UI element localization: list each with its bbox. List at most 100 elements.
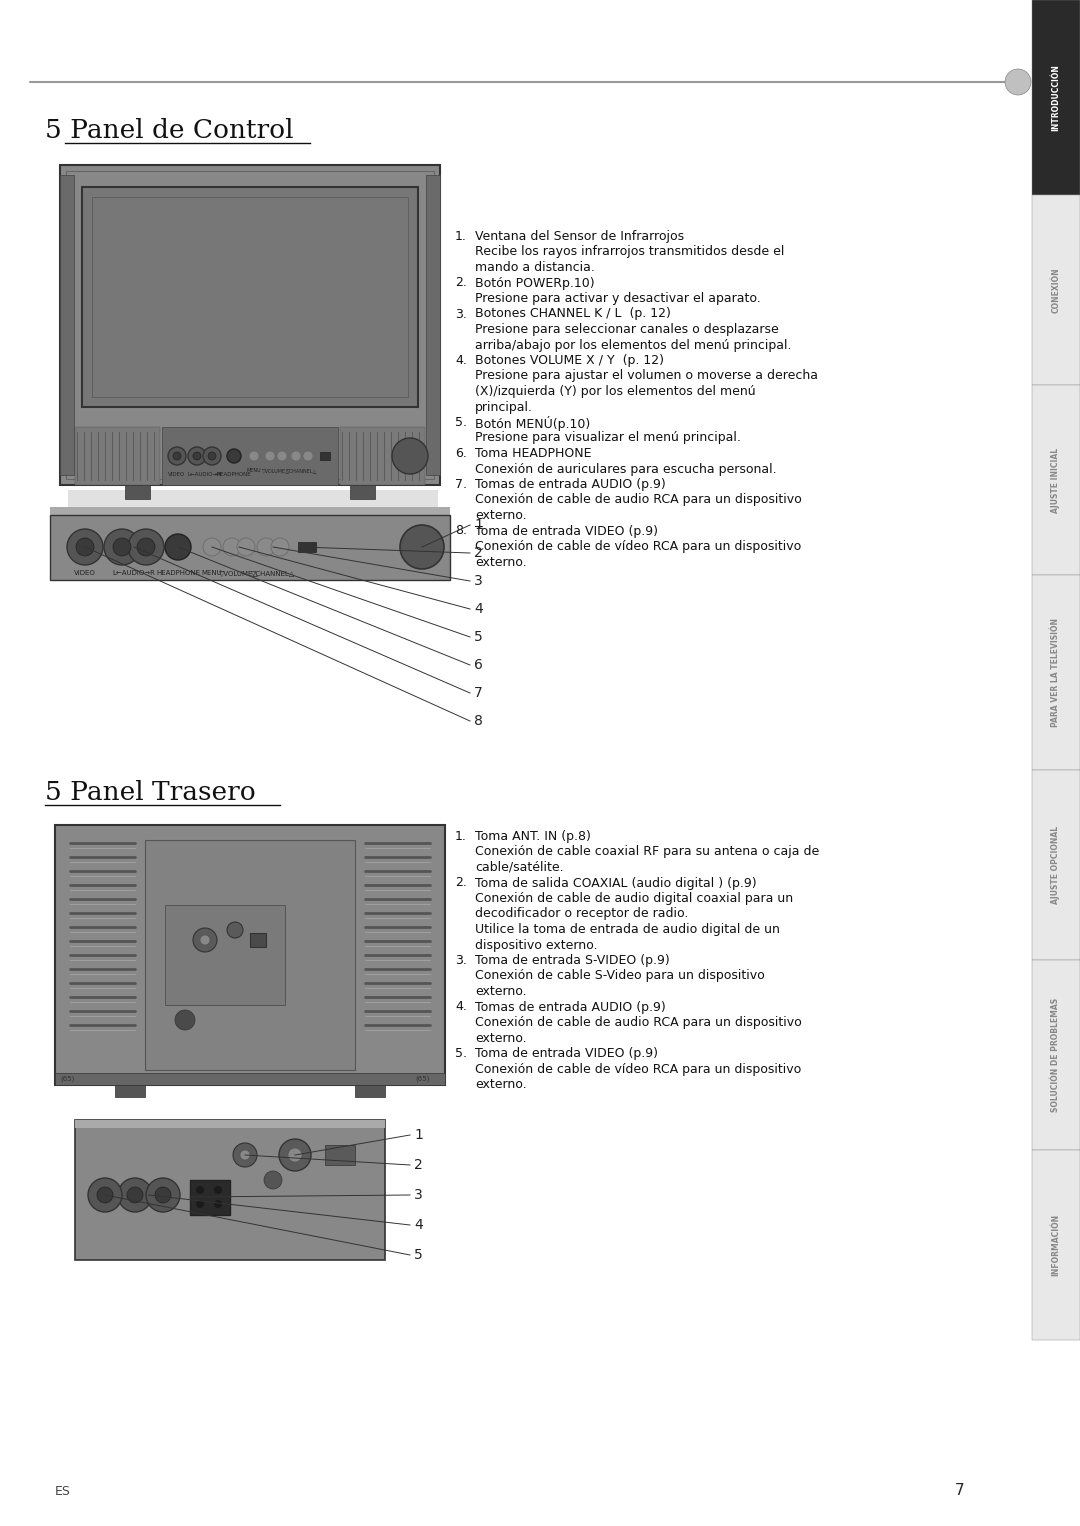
Circle shape bbox=[392, 438, 428, 475]
Bar bbox=[320, 452, 330, 459]
Text: Botones VOLUME X / Y  (p. 12): Botones VOLUME X / Y (p. 12) bbox=[475, 354, 664, 366]
Circle shape bbox=[237, 539, 255, 555]
Text: Recibe los rayos infrarrojos transmitidos desde el: Recibe los rayos infrarrojos transmitido… bbox=[475, 246, 784, 258]
Circle shape bbox=[67, 530, 103, 565]
Text: Botón POWERp.10): Botón POWERp.10) bbox=[475, 276, 595, 290]
Bar bbox=[298, 542, 316, 552]
Text: 5 Panel de Control: 5 Panel de Control bbox=[45, 118, 294, 143]
Circle shape bbox=[76, 539, 94, 555]
Text: ▽CHANNEL△: ▽CHANNEL△ bbox=[251, 571, 295, 575]
Text: HEADPHONE: HEADPHONE bbox=[217, 472, 252, 478]
Circle shape bbox=[264, 1170, 282, 1189]
Circle shape bbox=[214, 1186, 222, 1193]
Bar bbox=[75, 1120, 384, 1128]
Text: Tomas de entrada AUDIO (p.9): Tomas de entrada AUDIO (p.9) bbox=[475, 1001, 665, 1013]
Bar bbox=[325, 1144, 355, 1164]
Circle shape bbox=[257, 539, 275, 555]
Text: L←AUDIO→R: L←AUDIO→R bbox=[187, 472, 221, 478]
Text: 5.: 5. bbox=[455, 1047, 467, 1061]
Circle shape bbox=[208, 452, 216, 459]
Text: Toma de entrada S-VIDEO (p.9): Toma de entrada S-VIDEO (p.9) bbox=[475, 954, 670, 967]
Bar bbox=[1032, 0, 1080, 195]
Text: 2: 2 bbox=[414, 1158, 422, 1172]
Bar bbox=[1032, 575, 1080, 771]
Text: 4.: 4. bbox=[455, 354, 467, 366]
Text: 4: 4 bbox=[474, 601, 483, 617]
Text: 6.: 6. bbox=[455, 447, 467, 459]
Circle shape bbox=[195, 1186, 204, 1193]
Text: Toma de entrada VIDEO (p.9): Toma de entrada VIDEO (p.9) bbox=[475, 1047, 658, 1061]
Text: AJUSTE OPCIONAL: AJUSTE OPCIONAL bbox=[1052, 826, 1061, 903]
Bar bbox=[355, 1085, 384, 1097]
Text: Conexión de cable de audio digital coaxial para un: Conexión de cable de audio digital coaxi… bbox=[475, 893, 793, 905]
Text: 7: 7 bbox=[474, 687, 483, 700]
Text: 3: 3 bbox=[414, 1189, 422, 1202]
Text: VIDEO: VIDEO bbox=[75, 571, 96, 575]
Bar bbox=[50, 514, 450, 580]
Text: Presione para activar y desactivar el aparato.: Presione para activar y desactivar el ap… bbox=[475, 291, 760, 305]
Text: 5: 5 bbox=[414, 1248, 422, 1262]
Text: Conexión de cable de vídeo RCA para un dispositivo: Conexión de cable de vídeo RCA para un d… bbox=[475, 540, 801, 552]
Circle shape bbox=[303, 452, 313, 461]
Circle shape bbox=[195, 1199, 204, 1209]
Text: Tomas de entrada AUDIO (p.9): Tomas de entrada AUDIO (p.9) bbox=[475, 478, 665, 491]
Circle shape bbox=[146, 1178, 180, 1212]
Circle shape bbox=[200, 935, 210, 945]
Circle shape bbox=[168, 447, 186, 465]
Bar bbox=[1032, 195, 1080, 385]
Text: 1: 1 bbox=[414, 1128, 423, 1141]
Text: Conexión de cable de vídeo RCA para un dispositivo: Conexión de cable de vídeo RCA para un d… bbox=[475, 1062, 801, 1076]
Text: 2.: 2. bbox=[455, 876, 467, 890]
Bar bbox=[60, 175, 75, 475]
Bar bbox=[114, 1085, 145, 1097]
Text: externo.: externo. bbox=[475, 984, 527, 998]
Circle shape bbox=[227, 449, 241, 462]
Text: externo.: externo. bbox=[475, 510, 527, 522]
Circle shape bbox=[400, 525, 444, 569]
Text: (X)/izquierda (Y) por los elementos del menú: (X)/izquierda (Y) por los elementos del … bbox=[475, 385, 756, 398]
Bar bbox=[350, 485, 375, 499]
Bar bbox=[1032, 385, 1080, 575]
Bar bbox=[165, 905, 285, 1006]
Bar bbox=[340, 427, 426, 485]
Text: arriba/abajo por los elementos del menú principal.: arriba/abajo por los elementos del menú … bbox=[475, 339, 792, 351]
Circle shape bbox=[249, 452, 259, 461]
Bar bbox=[1032, 1151, 1080, 1340]
Circle shape bbox=[118, 1178, 152, 1212]
Text: VIDEO: VIDEO bbox=[168, 472, 186, 478]
Text: 8: 8 bbox=[474, 714, 483, 728]
Circle shape bbox=[173, 452, 181, 459]
Text: Conexión de cable S-Video para un dispositivo: Conexión de cable S-Video para un dispos… bbox=[475, 969, 765, 983]
Text: externo.: externo. bbox=[475, 1077, 527, 1091]
Bar bbox=[162, 427, 338, 485]
Text: externo.: externo. bbox=[475, 555, 527, 569]
Text: ▽CHANNEL△: ▽CHANNEL△ bbox=[286, 468, 318, 473]
Text: Toma de entrada VIDEO (p.9): Toma de entrada VIDEO (p.9) bbox=[475, 525, 658, 537]
Text: Presione para ajustar el volumen o moverse a derecha: Presione para ajustar el volumen o mover… bbox=[475, 369, 818, 383]
Bar bbox=[426, 175, 440, 475]
Text: principal.: principal. bbox=[475, 400, 534, 414]
Bar bbox=[1032, 960, 1080, 1151]
Circle shape bbox=[271, 539, 289, 555]
Text: Ventana del Sensor de Infrarrojos: Ventana del Sensor de Infrarrojos bbox=[475, 230, 684, 243]
Bar bbox=[190, 1180, 230, 1215]
Circle shape bbox=[222, 539, 241, 555]
Circle shape bbox=[279, 1138, 311, 1170]
Bar bbox=[125, 485, 150, 499]
Text: mando a distancia.: mando a distancia. bbox=[475, 261, 595, 275]
Circle shape bbox=[265, 452, 275, 461]
Text: 5: 5 bbox=[474, 630, 483, 644]
Circle shape bbox=[203, 539, 221, 555]
Circle shape bbox=[193, 928, 217, 952]
Text: 4.: 4. bbox=[455, 1001, 467, 1013]
Text: ▽VOLUME△: ▽VOLUME△ bbox=[219, 571, 259, 575]
Bar bbox=[1032, 771, 1080, 960]
Text: INFORMACIÓN: INFORMACIÓN bbox=[1052, 1215, 1061, 1276]
Text: 5 Panel Trasero: 5 Panel Trasero bbox=[45, 780, 256, 806]
Bar bbox=[66, 171, 434, 479]
Text: Conexión de cable de audio RCA para un dispositivo: Conexión de cable de audio RCA para un d… bbox=[475, 493, 801, 507]
Circle shape bbox=[240, 1151, 249, 1160]
Text: externo.: externo. bbox=[475, 1032, 527, 1044]
Text: decodificador o receptor de radio.: decodificador o receptor de radio. bbox=[475, 908, 688, 920]
Text: Conexión de auriculares para escucha personal.: Conexión de auriculares para escucha per… bbox=[475, 462, 777, 476]
